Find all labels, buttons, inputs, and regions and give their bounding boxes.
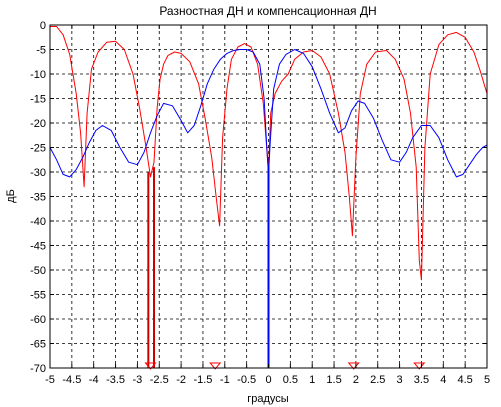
y-tick-label: -25 [30,143,46,155]
y-tick-label: -40 [30,216,46,228]
x-tick-label: 1 [309,374,315,386]
x-axis-label: градусы [247,393,289,405]
x-tick-label: 1.5 [326,374,341,386]
x-tick-label: 4 [440,374,446,386]
y-tick-label: -30 [30,167,46,179]
x-tick-label: -1 [220,374,230,386]
y-tick-label: -70 [30,363,46,375]
x-tick-label: -3.5 [106,374,125,386]
y-tick-label: -10 [30,69,46,81]
y-tick-label: -20 [30,118,46,130]
x-tick-label: 5 [484,374,490,386]
y-tick-label: -55 [30,290,46,302]
x-tick-label: -4 [89,374,99,386]
x-tick-label: -0.5 [237,374,256,386]
y-tick-label: -65 [30,339,46,351]
null-marker [209,362,222,370]
x-tick-label: -2 [176,374,186,386]
stems [147,157,270,368]
x-tick-label: 2 [353,374,359,386]
x-tick-label: 4.5 [458,374,473,386]
ticks [49,24,488,369]
x-tick-label: -5 [45,374,55,386]
null-marker [144,362,157,370]
chart-title: Разностная ДН и компенсационная ДН [159,4,376,18]
y-tick-label: -45 [30,241,46,253]
x-tick-label: 0.5 [283,374,298,386]
y-tick-label: -50 [30,265,46,277]
y-tick-label: -5 [36,45,46,57]
series-line-blue [49,49,488,178]
x-tick-labels: -5 -4.5 -4 -3.5 -3 -2.5 -2 -1.5 -1 -0.5 0 0.5 1 1.5 2 2… [45,374,490,386]
x-tick-label: 3 [397,374,403,386]
x-tick-label: -2.5 [150,374,169,386]
y-tick-labels: 0 -5 -10 -15 -20 -25 -30 -35 -40 -45 -50 -55 -60 -65 -… [30,20,46,375]
y-tick-label: -15 [30,94,46,106]
series-line-red [50,26,488,281]
y-tick-label: -60 [30,314,46,326]
x-tick-label: -4.5 [62,374,81,386]
x-tick-label: 0 [265,374,271,386]
y-tick-label: -35 [30,192,46,204]
x-tick-label: 3.5 [414,374,429,386]
x-tick-label: -3 [133,374,143,386]
x-tick-label: -1.5 [193,374,212,386]
y-axis-label: дБ [5,189,17,203]
series-lines [49,26,488,281]
y-tick-label: 0 [40,20,46,32]
x-tick-label: 2.5 [370,374,385,386]
